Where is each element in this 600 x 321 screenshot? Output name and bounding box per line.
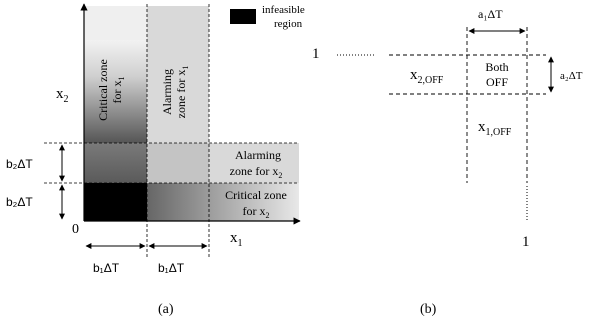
y-axis-label: x2 — [56, 86, 69, 105]
top-tick-label: 1 — [312, 46, 320, 62]
b1-left-label: b₁ΔT — [93, 261, 120, 275]
a2-label: a₂ΔT — [560, 70, 583, 82]
b2-lower-label: b₂ΔT — [6, 195, 33, 209]
caption-a: (a) — [158, 302, 174, 317]
x2-off-label: x2,OFF — [410, 67, 444, 86]
alarming-zone-x1-region — [147, 6, 209, 143]
b1-right-label: b₁ΔT — [158, 261, 185, 275]
alarming-zone-x2-region — [209, 143, 299, 183]
a1-label: a₁ΔT — [478, 7, 503, 21]
legend-text-line2: region — [274, 18, 303, 30]
right-tick-label: 1 — [522, 234, 530, 250]
infeasible-region — [84, 183, 147, 221]
overlap-mid-center — [147, 143, 209, 183]
overlap-mid-left — [84, 143, 147, 183]
legend-swatch — [230, 9, 256, 24]
critical-zone-x1-label: Critical zone — [96, 59, 110, 121]
critical-zone-x2-label: Critical zone — [225, 188, 287, 202]
alarming-zone-x1-label-2: zone for x1 — [174, 66, 190, 119]
both-off-label-2: OFF — [486, 75, 508, 89]
alarming-zone-x2-label-2: zone for x2 — [230, 164, 283, 180]
caption-b: (b) — [420, 302, 437, 317]
alarming-zone-x2-label: Alarming — [235, 148, 281, 162]
critical-zone-x2-region — [147, 183, 299, 221]
b2-upper-label: b₂ΔT — [6, 157, 33, 171]
legend: infeasible region — [230, 4, 305, 30]
origin-label: 0 — [72, 222, 79, 237]
legend-text-line1: infeasible — [262, 4, 305, 16]
critical-zone-x1-top-pale — [84, 6, 147, 40]
panel-a: b₂ΔT b₂ΔT b₁ΔT b₁ΔT x2 x1 0 Critical zon… — [6, 3, 301, 317]
panel-b: 1 a₁ΔT a₂ΔT x2,OFF Both OFF x1,OFF 1 (b) — [312, 7, 583, 317]
critical-zone-x2-label-2: for x2 — [243, 204, 270, 220]
critical-zone-x1-region — [84, 40, 147, 143]
x-axis-label: x1 — [230, 230, 243, 249]
x1-off-label: x1,OFF — [478, 119, 512, 138]
critical-zone-x1-label-2: for x1 — [110, 77, 126, 104]
both-off-label: Both — [485, 60, 508, 74]
alarming-zone-x1-label: Alarming — [160, 69, 174, 115]
